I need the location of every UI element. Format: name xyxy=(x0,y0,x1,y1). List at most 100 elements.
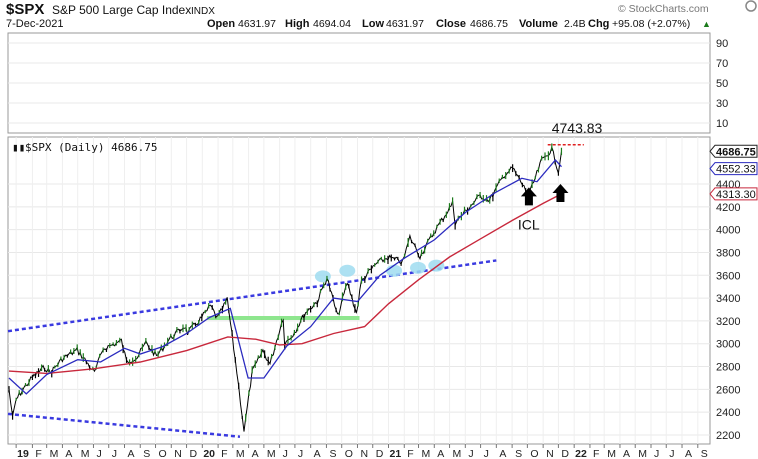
x-tick-label: D xyxy=(190,448,198,459)
upper-tick-label: 10 xyxy=(716,118,728,130)
x-tick-label: N xyxy=(360,448,368,459)
x-tick-label: F xyxy=(407,448,413,459)
x-tick-label: J xyxy=(298,448,303,459)
low-value: 4631.97 xyxy=(386,18,424,30)
x-tick-label: A xyxy=(437,448,444,459)
x-tick-label: M xyxy=(422,448,431,459)
annotations-top: 4743.83 ICL xyxy=(518,120,603,233)
price-tick-label: 4200 xyxy=(716,202,740,214)
x-tick-label: F xyxy=(593,448,599,459)
x-tick-label: J xyxy=(468,448,473,459)
x-tick-label: N xyxy=(174,448,182,459)
x-tick-label: F xyxy=(221,448,227,459)
upper-tick-label: 70 xyxy=(716,58,728,70)
x-tick-label: 19 xyxy=(17,448,29,459)
ohlc-readout: Open 4631.97 High 4694.04 Low 4631.97 Cl… xyxy=(207,18,711,30)
indicator-axis: 10 30 50 70 90 xyxy=(716,38,728,130)
ma-short-line xyxy=(8,159,562,395)
high-label: High xyxy=(285,18,310,30)
upper-tick-label: 30 xyxy=(716,98,728,110)
index-name: S&P 500 Large Cap Index xyxy=(52,3,191,17)
value-tag: 4552.33 xyxy=(709,162,758,176)
value-tag-label: 4686.75 xyxy=(716,146,756,158)
x-tick-label: A xyxy=(252,448,259,459)
price-tick-label: 4000 xyxy=(716,225,740,237)
ma-long-line xyxy=(8,193,562,375)
value-tag-box xyxy=(709,144,758,158)
low-label: Low xyxy=(362,18,384,30)
icl-arrow-icon xyxy=(520,187,537,206)
lower-trendline xyxy=(7,412,241,438)
up-arrow-icon xyxy=(552,184,569,202)
watermark: © StockCharts.com xyxy=(618,3,709,15)
price-tick-label: 3200 xyxy=(716,316,740,328)
upper-tick-label: 50 xyxy=(716,78,728,90)
x-tick-label: O xyxy=(345,448,353,459)
x-tick-label: A xyxy=(685,448,692,459)
x-tick-label: M xyxy=(50,448,59,459)
highlight-marker xyxy=(410,261,427,274)
x-tick-label: 22 xyxy=(575,448,587,459)
price-tick-label: 3600 xyxy=(716,270,740,282)
value-tag-label: 4313.30 xyxy=(716,189,756,201)
symbol: $SPX xyxy=(6,1,44,18)
upper-trendline xyxy=(7,259,497,333)
x-tick-label: A xyxy=(623,448,630,459)
price-tick-label: 3400 xyxy=(716,293,740,305)
date-axis: 19 F M A M J J A S O N D 20 F M A M J J A S O N D 21 F M A M J J A S O N D 2… xyxy=(15,444,708,459)
x-tick-label: J xyxy=(654,448,659,459)
x-tick-label: M xyxy=(236,448,245,459)
price-axis: 2200 2400 2600 2800 3000 3200 3400 3600 3800 4000… xyxy=(716,179,740,442)
price-tick-label: 2200 xyxy=(716,430,740,442)
value-tag-label: 4552.33 xyxy=(716,164,756,176)
value-tag-box xyxy=(709,187,758,201)
legend: ▮▮ $SPX (Daily) 4686.75 xyxy=(12,141,157,154)
x-tick-label: M xyxy=(607,448,616,459)
price-tick-label: 3000 xyxy=(716,339,740,351)
x-tick-label: J xyxy=(484,448,489,459)
x-tick-label: M xyxy=(638,448,647,459)
ath-label: 4743.83 xyxy=(552,120,603,136)
x-tick-label: A xyxy=(127,448,134,459)
x-tick-label: M xyxy=(453,448,462,459)
x-tick-label: O xyxy=(159,448,167,459)
price-panel xyxy=(7,136,711,445)
highlight-marker xyxy=(428,259,445,272)
date-label: 7-Dec-2021 xyxy=(6,18,63,30)
x-tick-label: A xyxy=(65,448,72,459)
highlight-marker xyxy=(386,264,403,277)
gridlines xyxy=(8,42,710,444)
x-tick-label: J xyxy=(112,448,117,459)
price-tick-label: 3800 xyxy=(716,247,740,259)
price-tick-label: 2800 xyxy=(716,362,740,374)
x-tick-label: F xyxy=(35,448,41,459)
x-tick-label: O xyxy=(530,448,538,459)
upper-tick-label: 90 xyxy=(716,38,728,50)
x-tick-label: S xyxy=(515,448,522,459)
x-tick-label: S xyxy=(143,448,150,459)
highlight-marker xyxy=(339,264,356,277)
x-tick-label: A xyxy=(314,448,321,459)
help-icon[interactable] xyxy=(745,0,757,12)
volume-value: 2.4B xyxy=(564,18,586,30)
x-tick-label: M xyxy=(267,448,276,459)
open-value: 4631.97 xyxy=(238,18,276,30)
x-tick-label: J xyxy=(96,448,101,459)
chg-up-arrow-icon: ▲ xyxy=(702,19,711,29)
x-tick-label: N xyxy=(546,448,554,459)
x-tick-label: S xyxy=(701,448,708,459)
x-tick-label: M xyxy=(81,448,90,459)
chg-value: +95.08 (+2.07%) xyxy=(612,18,690,30)
icl-label: ICL xyxy=(518,216,540,232)
x-tick-label: S xyxy=(329,448,336,459)
x-tick-label: 21 xyxy=(390,448,402,459)
value-tag-box xyxy=(709,162,758,176)
value-tags: 4686.75 4552.33 4313.30 xyxy=(709,144,758,201)
volume-label: Volume xyxy=(519,18,558,30)
price-line xyxy=(8,145,562,432)
close-value: 4686.75 xyxy=(470,18,508,30)
x-tick-label: A xyxy=(499,448,506,459)
legend-icon: ▮▮ xyxy=(12,141,25,154)
high-value: 4694.04 xyxy=(313,18,351,30)
